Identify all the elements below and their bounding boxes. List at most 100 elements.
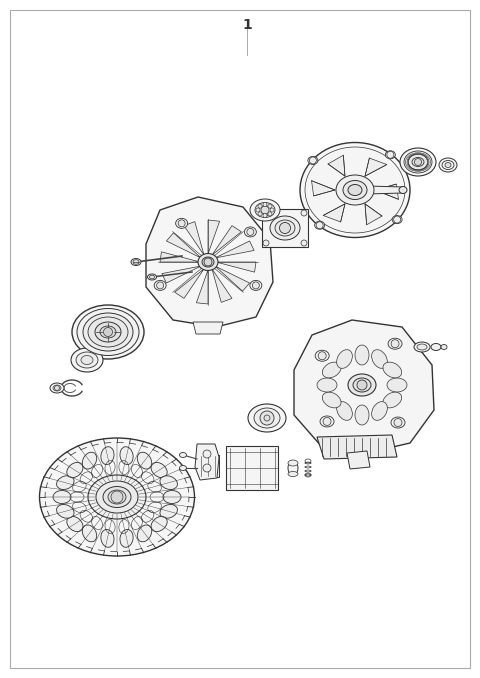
Ellipse shape	[317, 378, 337, 392]
Ellipse shape	[103, 487, 131, 508]
Ellipse shape	[151, 462, 167, 477]
Ellipse shape	[336, 401, 352, 420]
Bar	[226, 446, 278, 490]
Polygon shape	[175, 269, 204, 298]
Ellipse shape	[57, 504, 74, 518]
Ellipse shape	[387, 378, 407, 392]
Polygon shape	[215, 241, 254, 258]
Circle shape	[394, 418, 402, 426]
Ellipse shape	[259, 205, 271, 214]
Ellipse shape	[336, 350, 352, 368]
Ellipse shape	[96, 481, 138, 513]
Circle shape	[263, 240, 269, 246]
Ellipse shape	[198, 254, 218, 271]
Ellipse shape	[408, 154, 428, 170]
Ellipse shape	[355, 345, 369, 365]
Ellipse shape	[391, 417, 405, 428]
Circle shape	[260, 411, 274, 425]
Text: 1: 1	[242, 18, 252, 32]
Circle shape	[264, 415, 270, 421]
Ellipse shape	[336, 175, 374, 205]
Polygon shape	[317, 435, 397, 459]
Polygon shape	[215, 266, 250, 291]
Ellipse shape	[137, 525, 152, 542]
Ellipse shape	[100, 326, 116, 338]
Polygon shape	[328, 155, 345, 176]
Ellipse shape	[442, 161, 454, 170]
Polygon shape	[347, 451, 370, 469]
Ellipse shape	[348, 184, 362, 195]
Bar	[262, 209, 308, 247]
Ellipse shape	[372, 401, 387, 420]
Ellipse shape	[76, 352, 98, 368]
Circle shape	[391, 340, 399, 348]
Ellipse shape	[72, 305, 144, 359]
Circle shape	[387, 151, 394, 158]
Ellipse shape	[244, 227, 256, 237]
Polygon shape	[184, 222, 204, 255]
Ellipse shape	[305, 147, 405, 233]
Ellipse shape	[255, 203, 275, 218]
Ellipse shape	[254, 408, 280, 428]
Circle shape	[394, 216, 401, 223]
Ellipse shape	[53, 385, 61, 391]
Circle shape	[415, 159, 421, 165]
Ellipse shape	[383, 392, 402, 408]
Ellipse shape	[388, 338, 402, 349]
Ellipse shape	[57, 476, 74, 490]
Ellipse shape	[323, 362, 341, 378]
Ellipse shape	[88, 317, 128, 347]
Ellipse shape	[82, 452, 96, 469]
Circle shape	[357, 380, 367, 390]
Circle shape	[203, 464, 211, 472]
Circle shape	[263, 210, 269, 216]
Circle shape	[270, 208, 274, 212]
Ellipse shape	[404, 151, 432, 173]
Circle shape	[323, 418, 331, 426]
Ellipse shape	[180, 452, 187, 458]
Ellipse shape	[275, 220, 295, 236]
Ellipse shape	[149, 275, 155, 279]
Ellipse shape	[383, 362, 402, 378]
Circle shape	[316, 222, 323, 228]
Polygon shape	[196, 270, 208, 304]
Circle shape	[256, 208, 260, 212]
Ellipse shape	[250, 281, 262, 290]
Circle shape	[178, 220, 185, 227]
Ellipse shape	[95, 322, 121, 342]
Polygon shape	[195, 444, 219, 480]
Circle shape	[310, 157, 316, 164]
Ellipse shape	[108, 490, 126, 504]
Ellipse shape	[439, 158, 457, 172]
Circle shape	[318, 352, 326, 360]
Ellipse shape	[133, 260, 139, 264]
Polygon shape	[162, 266, 201, 283]
Ellipse shape	[414, 342, 430, 352]
Polygon shape	[212, 269, 232, 302]
Ellipse shape	[270, 216, 300, 240]
Circle shape	[301, 210, 307, 216]
Circle shape	[252, 282, 259, 289]
Polygon shape	[212, 226, 241, 255]
Ellipse shape	[399, 186, 407, 193]
Circle shape	[156, 282, 164, 289]
Polygon shape	[365, 204, 382, 225]
Ellipse shape	[120, 530, 133, 547]
Ellipse shape	[160, 476, 178, 490]
Ellipse shape	[147, 274, 156, 280]
Ellipse shape	[71, 348, 103, 372]
Ellipse shape	[67, 462, 83, 477]
Ellipse shape	[288, 471, 298, 477]
Ellipse shape	[353, 378, 371, 392]
Ellipse shape	[385, 151, 396, 159]
Polygon shape	[367, 186, 403, 194]
Ellipse shape	[343, 180, 367, 199]
Ellipse shape	[308, 157, 318, 165]
Circle shape	[261, 206, 269, 214]
Polygon shape	[146, 197, 273, 327]
Ellipse shape	[250, 199, 280, 221]
Bar	[201, 455, 219, 477]
Circle shape	[258, 204, 262, 208]
Ellipse shape	[348, 374, 376, 396]
Ellipse shape	[120, 447, 133, 464]
